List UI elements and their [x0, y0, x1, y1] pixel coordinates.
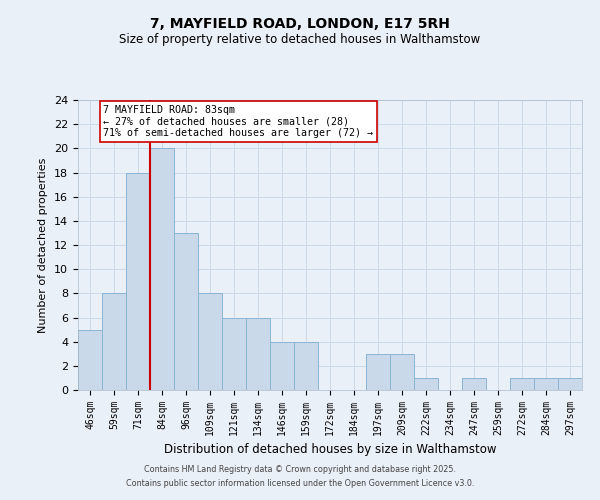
Text: 7 MAYFIELD ROAD: 83sqm
← 27% of detached houses are smaller (28)
71% of semi-det: 7 MAYFIELD ROAD: 83sqm ← 27% of detached… [103, 105, 373, 138]
Y-axis label: Number of detached properties: Number of detached properties [38, 158, 49, 332]
Bar [150, 148, 174, 390]
X-axis label: Distribution of detached houses by size in Walthamstow: Distribution of detached houses by size … [164, 444, 496, 456]
Bar [222, 318, 246, 390]
Bar [270, 342, 294, 390]
Bar [294, 342, 318, 390]
Bar [126, 172, 150, 390]
Bar [366, 354, 390, 390]
Bar [390, 354, 414, 390]
Bar [534, 378, 558, 390]
Text: Size of property relative to detached houses in Walthamstow: Size of property relative to detached ho… [119, 32, 481, 46]
Bar [78, 330, 102, 390]
Text: Contains HM Land Registry data © Crown copyright and database right 2025.
Contai: Contains HM Land Registry data © Crown c… [126, 466, 474, 487]
Bar [198, 294, 222, 390]
Bar [558, 378, 582, 390]
Bar [510, 378, 534, 390]
Bar [462, 378, 486, 390]
Bar [102, 294, 126, 390]
Bar [174, 233, 198, 390]
Bar [414, 378, 438, 390]
Text: 7, MAYFIELD ROAD, LONDON, E17 5RH: 7, MAYFIELD ROAD, LONDON, E17 5RH [150, 18, 450, 32]
Bar [246, 318, 270, 390]
